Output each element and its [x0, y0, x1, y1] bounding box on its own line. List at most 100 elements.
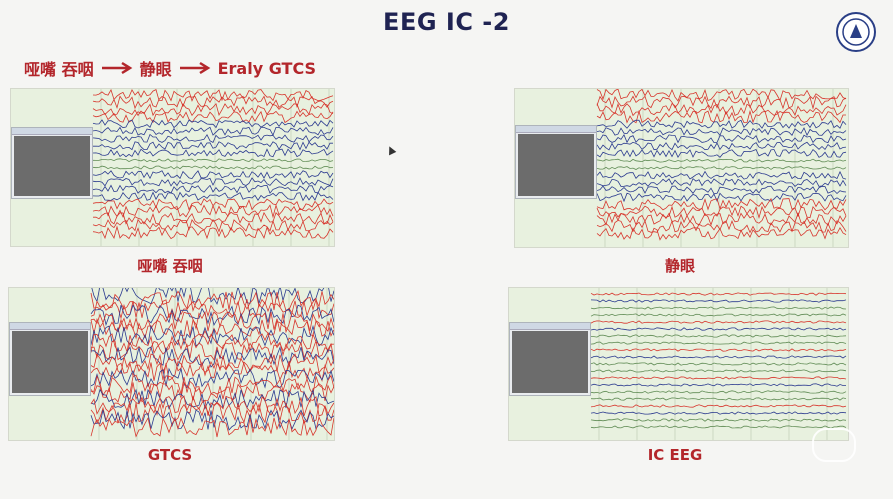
eeg-trace	[590, 320, 847, 324]
eeg-trace	[596, 119, 847, 129]
eeg-trace	[596, 166, 847, 170]
slide-title: EEG IC -2	[383, 8, 510, 36]
eeg-trace	[590, 341, 847, 345]
eeg-trace	[90, 297, 334, 320]
eeg-trace	[590, 383, 846, 387]
eeg-trace	[590, 390, 847, 394]
video-screen	[518, 134, 594, 196]
eeg-trace	[92, 95, 334, 110]
video-screen	[12, 331, 88, 393]
eeg-traces	[92, 89, 334, 246]
eeg-trace	[90, 338, 334, 361]
eeg-trace	[596, 102, 847, 117]
eeg-trace	[92, 211, 334, 225]
eeg-trace	[90, 381, 334, 403]
eeg-trace	[90, 374, 334, 396]
eeg-trace	[590, 327, 847, 331]
eeg-trace	[90, 415, 334, 438]
eeg-traces	[90, 288, 334, 440]
eeg-trace	[92, 89, 334, 102]
eeg-trace	[590, 299, 847, 303]
mouse-cursor-icon	[385, 144, 397, 156]
video-window	[9, 322, 91, 396]
eeg-trace	[92, 218, 334, 233]
eeg-trace	[92, 198, 334, 211]
video-screen	[512, 331, 588, 393]
eeg-trace	[596, 211, 847, 226]
eeg-trace	[90, 388, 334, 410]
eeg-trace	[590, 292, 847, 296]
eeg-trace	[92, 191, 334, 202]
eeg-trace	[590, 425, 847, 429]
eeg-trace	[92, 177, 334, 187]
university-emblem-icon	[836, 12, 876, 52]
eeg-trace	[596, 192, 847, 203]
eeg-trace	[90, 409, 334, 431]
sequence-step-3: Eraly GTCS	[217, 58, 317, 78]
eeg-trace	[92, 165, 334, 170]
eeg-trace	[92, 133, 334, 143]
eeg-trace	[90, 289, 334, 312]
eeg-trace	[596, 133, 847, 144]
eeg-trace	[590, 355, 847, 359]
sequence-step-2: 静眼	[139, 60, 172, 79]
eeg-trace	[596, 127, 847, 137]
eeg-trace	[92, 102, 334, 117]
eeg-trace	[590, 404, 847, 408]
sequence-step-1: 哑嘴 吞咽	[24, 60, 94, 79]
eeg-trace	[596, 109, 846, 124]
eeg-trace	[590, 362, 847, 366]
eeg-trace	[596, 141, 847, 151]
eeg-trace	[590, 376, 847, 380]
eeg-trace	[596, 226, 847, 241]
video-window	[515, 125, 597, 199]
eeg-trace	[596, 95, 847, 110]
eeg-panel-1	[10, 88, 335, 247]
panel-caption: IC EEG	[647, 446, 703, 464]
eeg-trace	[92, 110, 334, 124]
right-arrow-icon	[179, 61, 210, 75]
eeg-trace	[92, 126, 334, 137]
eeg-trace	[590, 397, 847, 401]
eeg-trace	[92, 225, 334, 240]
eeg-trace	[590, 411, 847, 415]
eeg-trace	[90, 360, 334, 383]
eeg-trace	[596, 158, 847, 163]
eeg-trace	[596, 219, 847, 234]
eeg-trace	[590, 348, 847, 352]
eeg-trace	[596, 148, 847, 159]
eeg-panel-3	[8, 287, 335, 441]
eeg-trace	[90, 304, 334, 327]
eeg-trace	[596, 205, 847, 220]
eeg-trace	[91, 288, 334, 305]
eeg-trace	[92, 119, 334, 129]
eeg-trace	[90, 331, 334, 355]
sequence-label: 哑嘴 吞咽 静眼 Eraly GTCS	[24, 56, 316, 80]
eeg-trace	[596, 170, 847, 180]
panel-caption: GTCS	[147, 446, 193, 464]
eeg-trace	[590, 369, 847, 373]
eeg-trace	[92, 184, 334, 194]
panel-caption: 哑嘴 吞咽	[137, 257, 203, 275]
watermark-logo-icon	[812, 428, 856, 462]
eeg-trace	[90, 402, 334, 425]
eeg-trace	[90, 395, 334, 417]
eeg-traces	[596, 89, 847, 247]
video-window	[11, 127, 93, 199]
eeg-trace	[92, 170, 334, 180]
eeg-trace	[92, 158, 334, 163]
eeg-trace	[92, 148, 334, 158]
eeg-trace	[596, 178, 847, 187]
eeg-panel-2	[514, 88, 849, 248]
eeg-traces	[590, 288, 847, 440]
eeg-trace	[596, 89, 847, 102]
eeg-trace	[596, 197, 847, 212]
video-window	[509, 322, 591, 396]
eeg-trace	[596, 185, 847, 195]
panel-caption: 静眼	[664, 257, 695, 275]
right-arrow-icon	[101, 61, 132, 75]
eeg-trace	[90, 317, 334, 340]
eeg-trace	[92, 141, 334, 151]
eeg-panel-4	[508, 287, 849, 441]
